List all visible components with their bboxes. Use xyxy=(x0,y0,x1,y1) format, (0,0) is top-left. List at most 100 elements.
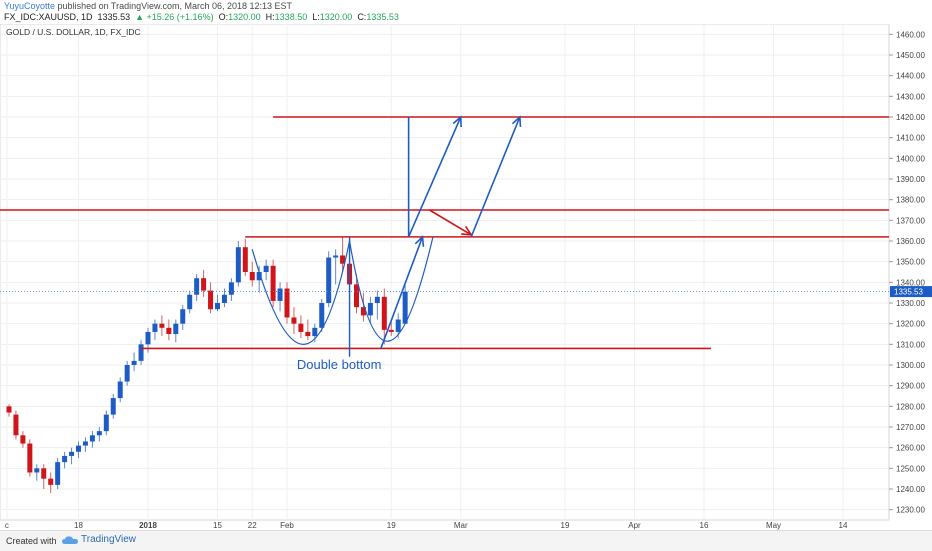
tradingview-cloud-icon xyxy=(62,535,78,544)
candle-body xyxy=(117,381,123,399)
candle-body xyxy=(402,291,408,324)
close-value: 1335.53 xyxy=(366,12,399,22)
author-link[interactable]: YuyuCoyotte xyxy=(4,1,56,11)
chart-title: GOLD / U.S. DOLLAR, 1D, FX_IDC xyxy=(6,27,141,37)
candle-body xyxy=(263,265,269,272)
candle-body xyxy=(326,257,332,303)
y-tick-label: 1320.00 xyxy=(896,320,925,329)
candle-body xyxy=(62,455,68,463)
low-value: 1320.00 xyxy=(319,12,353,22)
candle-body xyxy=(145,331,151,345)
candle-up xyxy=(138,340,144,365)
y-axis: 1230.00 1240.00 1250.00 1260.00 1270.00 1280.… xyxy=(889,30,925,515)
candle-body xyxy=(242,247,248,272)
candle-body xyxy=(291,317,297,324)
candle-up xyxy=(277,282,283,312)
x-tick-label: 2018 xyxy=(139,521,157,530)
candle-body xyxy=(173,323,179,334)
candle-body xyxy=(360,307,366,316)
candle-up xyxy=(319,298,325,332)
candle-body xyxy=(13,414,19,436)
candle-body xyxy=(256,272,262,281)
arrow-shaft xyxy=(470,116,521,238)
y-tick-label: 1430.00 xyxy=(896,92,925,101)
arrow-head xyxy=(414,235,425,247)
candle-up xyxy=(235,241,241,287)
symbol-info: FX_IDC:XAUUSD, 1D 1335.53 ▲ +15.26 (+1.1… xyxy=(4,12,399,22)
candle-body xyxy=(284,288,290,318)
candle-body xyxy=(6,406,12,413)
candle-body xyxy=(395,319,401,332)
candle-up xyxy=(55,458,61,489)
candle-body xyxy=(201,278,207,291)
candle-body xyxy=(89,435,95,442)
chart-area[interactable]: 1230.00 1240.00 1250.00 1260.00 1270.00 1280.… xyxy=(0,23,932,540)
candle-down xyxy=(13,410,19,440)
candle-up xyxy=(34,464,40,481)
candle-body xyxy=(367,303,373,316)
published-text: published on TradingView.com, March 06, … xyxy=(55,1,293,11)
x-tick-label: c xyxy=(5,521,9,530)
publish-info: YuyuCoyotte published on TradingView.com… xyxy=(4,1,292,11)
candle-up xyxy=(173,319,179,343)
x-tick-label: 19 xyxy=(387,521,396,530)
candle-body xyxy=(55,462,61,485)
open-value: 1320.00 xyxy=(228,12,261,22)
y-tick-label: 1340.00 xyxy=(896,278,925,287)
y-tick-label: 1410.00 xyxy=(896,134,925,143)
candle-down xyxy=(381,288,387,345)
y-tick-label: 1250.00 xyxy=(896,464,925,473)
candle-up xyxy=(110,393,116,419)
candle-down xyxy=(270,259,276,308)
candle-body xyxy=(41,468,47,479)
price-chart[interactable]: 1230.00 1240.00 1250.00 1260.00 1270.00 1280.… xyxy=(0,23,932,530)
footer: Created with TradingView xyxy=(0,530,932,551)
x-tick-label: Apr xyxy=(628,521,641,530)
candle-body xyxy=(131,360,137,365)
candle-down xyxy=(284,282,290,324)
y-tick-label: 1360.00 xyxy=(896,237,925,246)
candle-body xyxy=(194,278,200,295)
candle-up xyxy=(152,319,158,341)
price-label: 1335.53 xyxy=(97,12,131,22)
tradingview-link[interactable]: TradingView xyxy=(62,534,136,545)
candle-down xyxy=(20,431,26,448)
candle-body xyxy=(374,296,380,303)
x-tick-label: 16 xyxy=(700,521,709,530)
plot-background xyxy=(0,24,889,520)
arrow-shaft xyxy=(429,209,472,236)
candle-down xyxy=(201,269,207,297)
plot-border xyxy=(0,23,890,521)
breakout-arrow-1 xyxy=(380,235,425,349)
close-key: C: xyxy=(357,12,367,22)
arrow-head xyxy=(511,115,522,128)
candle-up xyxy=(82,437,88,452)
y-tick-label: 1290.00 xyxy=(896,382,925,391)
candle-body xyxy=(312,327,318,337)
candle-down xyxy=(41,464,47,489)
candle-up xyxy=(76,441,81,458)
candle-up xyxy=(62,451,68,469)
symbol-label: FX_IDC:XAUUSD, 1D xyxy=(4,12,93,22)
y-tick-label: 1270.00 xyxy=(896,423,925,432)
high-key: H: xyxy=(265,12,275,22)
x-tick-label: 14 xyxy=(839,521,848,530)
candle-body xyxy=(208,290,214,310)
candle-body xyxy=(277,288,283,301)
candle-body xyxy=(76,445,81,452)
candle-up xyxy=(215,294,220,312)
candle-up xyxy=(89,431,95,448)
arrow-head xyxy=(452,115,462,128)
x-tick-label: 19 xyxy=(561,521,570,530)
candle-up xyxy=(103,410,109,436)
x-tick-label: Mar xyxy=(454,521,468,530)
candle-body xyxy=(215,303,220,310)
candle-body xyxy=(319,303,325,328)
candle-down xyxy=(166,319,172,341)
last-price: 1335.53 xyxy=(0,286,932,298)
last-price-tag-text: 1335.53 xyxy=(894,288,923,297)
candle-down xyxy=(291,307,297,334)
y-tick-label: 1310.00 xyxy=(896,340,925,349)
double-bottom-label: Double bottom xyxy=(297,357,382,372)
candle-body xyxy=(221,294,227,303)
